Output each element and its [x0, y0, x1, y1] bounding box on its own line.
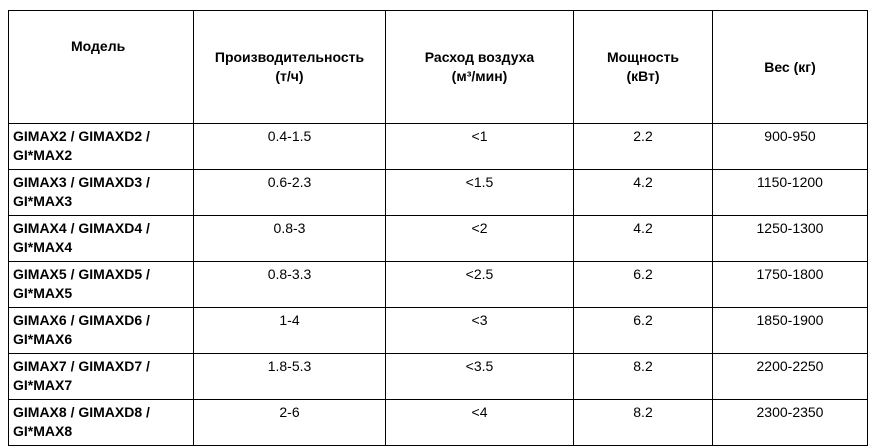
page: Модель Производительность (т/ч) Расход возд…	[8, 10, 868, 446]
header-cell: Расход воздуха (м³/мин)	[385, 10, 574, 124]
table-cell: 1250-1300	[712, 215, 868, 262]
header-text: Модель	[71, 38, 126, 54]
table-cell: <2	[385, 215, 574, 262]
table-cell: <3	[385, 307, 574, 354]
table-cell: 0.8-3.3	[193, 261, 386, 308]
table-cell: 6.2	[573, 307, 713, 354]
model-cell: GIMAX8 / GIMAXD8 / GI*MAX8	[8, 399, 194, 446]
table-cell: <4	[385, 399, 574, 446]
header-text: Расход воздуха	[424, 49, 535, 65]
table-row: GIMAX2 / GIMAXD2 / GI*MAX2 0.4-1.5 <1 2.2 90…	[8, 123, 868, 170]
table-cell: 1-4	[193, 307, 386, 354]
table-cell: 1750-1800	[712, 261, 868, 308]
table-row: GIMAX5 / GIMAXD5 / GI*MAX5 0.8-3.3 <2.5 6.2…	[8, 261, 868, 308]
header-cell: Модель	[8, 10, 194, 124]
table-cell: 0.6-2.3	[193, 169, 386, 216]
table-cell: 1850-1900	[712, 307, 868, 354]
table-cell: 1.8-5.3	[193, 353, 386, 400]
table-cell: <1.5	[385, 169, 574, 216]
model-cell: GIMAX2 / GIMAXD2 / GI*MAX2	[8, 123, 194, 170]
table-cell: 8.2	[573, 353, 713, 400]
table-cell: 0.8-3	[193, 215, 386, 262]
table-cell: 8.2	[573, 399, 713, 446]
header-text: Мощность	[606, 49, 680, 65]
table-cell: 6.2	[573, 261, 713, 308]
header-row: Модель Производительность (т/ч) Расход возд…	[8, 10, 868, 124]
header-text: Производительность	[214, 49, 365, 65]
header-cell: Мощность (кВт)	[573, 10, 713, 124]
table-body: GIMAX2 / GIMAXD2 / GI*MAX2 0.4-1.5 <1 2.2 90…	[8, 123, 868, 446]
header-text: (кВт)	[626, 68, 660, 84]
header-text: (т/ч)	[275, 68, 304, 84]
header-cell: Вес (кг)	[712, 10, 868, 124]
model-cell: GIMAX3 / GIMAXD3 / GI*MAX3	[8, 169, 194, 216]
table-row: GIMAX6 / GIMAXD6 / GI*MAX6 1-4 <3 6.2 1850-1…	[8, 307, 868, 354]
table-cell: 2300-2350	[712, 399, 868, 446]
table-row: GIMAX3 / GIMAXD3 / GI*MAX3 0.6-2.3 <1.5 4.2…	[8, 169, 868, 216]
header-text: Вес (кг)	[764, 58, 816, 75]
model-cell: GIMAX5 / GIMAXD5 / GI*MAX5	[8, 261, 194, 308]
table-cell: 2.2	[573, 123, 713, 170]
header-cell: Производительность (т/ч)	[193, 10, 386, 124]
table-row: GIMAX8 / GIMAXD8 / GI*MAX8 2-6 <4 8.2 2300-2…	[8, 399, 868, 446]
table-row: GIMAX4 / GIMAXD4 / GI*MAX4 0.8-3 <2 4.2 1250…	[8, 215, 868, 262]
table-cell: 900-950	[712, 123, 868, 170]
spec-table: Модель Производительность (т/ч) Расход возд…	[8, 10, 868, 446]
table-cell: 2-6	[193, 399, 386, 446]
table-cell: <3.5	[385, 353, 574, 400]
table-cell: <1	[385, 123, 574, 170]
table-cell: <2.5	[385, 261, 574, 308]
table-cell: 0.4-1.5	[193, 123, 386, 170]
table-row: GIMAX7 / GIMAXD7 / GI*MAX7 1.8-5.3 <3.5 8.2…	[8, 353, 868, 400]
model-cell: GIMAX4 / GIMAXD4 / GI*MAX4	[8, 215, 194, 262]
table-cell: 4.2	[573, 215, 713, 262]
header-text: (м³/мин)	[451, 68, 508, 84]
model-cell: GIMAX7 / GIMAXD7 / GI*MAX7	[8, 353, 194, 400]
table-cell: 2200-2250	[712, 353, 868, 400]
table-cell: 1150-1200	[712, 169, 868, 216]
model-cell: GIMAX6 / GIMAXD6 / GI*MAX6	[8, 307, 194, 354]
table-cell: 4.2	[573, 169, 713, 216]
